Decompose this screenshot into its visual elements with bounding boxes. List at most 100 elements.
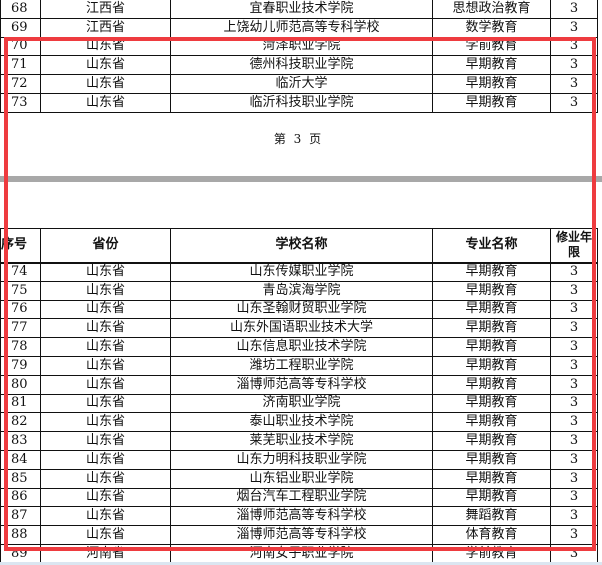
cell-years: 3: [550, 355, 598, 376]
cell-school: 泰山职业技术学院: [170, 412, 433, 433]
cell-province: 山东省: [40, 299, 171, 320]
table-row: 85 山东省 山东铝业职业学院 早期教育 3: [0, 468, 598, 489]
cell-major: 早期教育: [432, 449, 551, 470]
cell-major: 早期教育: [432, 74, 551, 94]
header-seq: 序号: [0, 228, 41, 264]
cell-years: 3: [550, 543, 598, 564]
cell-major: 数学教育: [432, 17, 551, 38]
cell-school: 淄博师范高等专科学校: [170, 374, 433, 395]
table-row: 89 河南省 河南女子职业学院 学前教育 3: [0, 543, 598, 564]
table-row: 70 山东省 菏泽职业学院 学前教育 3: [0, 36, 598, 57]
cell-major: 早期教育: [432, 468, 551, 489]
cell-school: 潍坊工程职业学院: [170, 355, 433, 376]
cell-seq: 89: [0, 543, 41, 564]
cell-years: 3: [550, 55, 598, 76]
cell-years: 3: [550, 449, 598, 470]
cell-seq: 80: [0, 374, 41, 395]
cell-school: 山东传媒职业学院: [170, 262, 433, 282]
table-row: 79 山东省 潍坊工程职业学院 早期教育 3: [0, 355, 598, 376]
cell-province: 山东省: [40, 487, 171, 508]
table-row: 87 山东省 淄博师范高等专科学校 舞蹈教育 3: [0, 506, 598, 527]
page-separator: [0, 176, 602, 182]
cell-years: 3: [550, 262, 598, 282]
table-row: 69 江西省 上饶幼儿师范高等专科学校 数学教育 3: [0, 17, 598, 38]
cell-major: 早期教育: [432, 337, 551, 357]
cell-province: 山东省: [40, 280, 171, 301]
cell-province: 山东省: [40, 468, 171, 489]
cell-seq: 82: [0, 412, 41, 433]
cell-seq: 75: [0, 280, 41, 301]
cell-years: 3: [550, 374, 598, 395]
cell-years: 3: [550, 487, 598, 508]
cell-school: 德州科技职业学院: [170, 55, 433, 76]
cell-major: 早期教育: [432, 355, 551, 376]
table-row: 72 山东省 临沂大学 早期教育 3: [0, 74, 598, 94]
cell-school: 山东信息职业技术学院: [170, 337, 433, 357]
cell-seq: 79: [0, 355, 41, 376]
table-row: 82 山东省 泰山职业技术学院 早期教育 3: [0, 412, 598, 433]
table-row: 84 山东省 山东力明科技职业学院 早期教育 3: [0, 449, 598, 470]
header-years: 修业年限: [550, 228, 598, 264]
cell-seq: 69: [0, 17, 41, 38]
cell-seq: 70: [0, 36, 41, 57]
cell-years: 3: [550, 36, 598, 57]
table-row: 71 山东省 德州科技职业学院 早期教育 3: [0, 55, 598, 76]
cell-years: 3: [550, 412, 598, 433]
cell-years: 3: [550, 74, 598, 94]
cell-province: 江西省: [40, 0, 171, 19]
cell-province: 山东省: [40, 393, 171, 414]
header-major: 专业名称: [432, 228, 551, 264]
cell-seq: 86: [0, 487, 41, 508]
cell-seq: 77: [0, 318, 41, 339]
cell-province: 山东省: [40, 506, 171, 527]
cell-major: 早期教育: [432, 487, 551, 508]
cell-years: 3: [550, 280, 598, 301]
table-row: 86 山东省 烟台汽车工程职业学院 早期教育 3: [0, 487, 598, 508]
cell-major: 学前教育: [432, 36, 551, 57]
cell-school: 临沂大学: [170, 74, 433, 94]
cell-major: 早期教育: [432, 412, 551, 433]
cell-years: 3: [550, 525, 598, 545]
cell-school: 济南职业学院: [170, 393, 433, 414]
table-row: 88 山东省 淄博师范高等专科学校 体育教育 3: [0, 525, 598, 545]
cell-province: 江西省: [40, 17, 171, 38]
cell-years: 3: [550, 337, 598, 357]
cell-seq: 87: [0, 506, 41, 527]
cell-seq: 88: [0, 525, 41, 545]
cell-years: 3: [550, 318, 598, 339]
cell-major: 早期教育: [432, 374, 551, 395]
cell-seq: 74: [0, 262, 41, 282]
cell-years: 3: [550, 299, 598, 320]
header-province: 省份: [40, 228, 171, 264]
cell-province: 山东省: [40, 262, 171, 282]
cell-seq: 85: [0, 468, 41, 489]
table-page-4: 序号 省份 学校名称 专业名称 修业年限 74 山东省 山东传媒职业学院 早期教育 3 7…: [0, 228, 598, 564]
cell-seq: 72: [0, 74, 41, 94]
cell-province: 山东省: [40, 337, 171, 357]
cell-province: 山东省: [40, 355, 171, 376]
cell-province: 山东省: [40, 412, 171, 433]
cell-major: 舞蹈教育: [432, 506, 551, 527]
cell-seq: 84: [0, 449, 41, 470]
cell-province: 山东省: [40, 36, 171, 57]
cell-major: 思想政治教育: [432, 0, 551, 19]
table-row: 78 山东省 山东信息职业技术学院 早期教育 3: [0, 337, 598, 357]
cell-school: 河南女子职业学院: [170, 543, 433, 564]
cell-years: 3: [550, 0, 598, 19]
header-row: 序号 省份 学校名称 专业名称 修业年限: [0, 228, 598, 264]
cell-province: 山东省: [40, 92, 171, 113]
table-row: 74 山东省 山东传媒职业学院 早期教育 3: [0, 262, 598, 282]
window-bottom-edge: [0, 562, 602, 565]
cell-seq: 81: [0, 393, 41, 414]
cell-province: 山东省: [40, 374, 171, 395]
cell-years: 3: [550, 431, 598, 451]
cell-province: 河南省: [40, 543, 171, 564]
cell-major: 早期教育: [432, 92, 551, 113]
cell-school: 山东铝业职业学院: [170, 468, 433, 489]
cell-province: 山东省: [40, 318, 171, 339]
table-page-3: 68 江西省 宜春职业技术学院 思想政治教育 3 69 江西省 上饶幼儿师范高等专科学校 数学教…: [0, 0, 598, 113]
cell-major: 早期教育: [432, 318, 551, 339]
cell-school: 上饶幼儿师范高等专科学校: [170, 17, 433, 38]
page-number: 第 3 页: [273, 132, 324, 146]
cell-years: 3: [550, 506, 598, 527]
